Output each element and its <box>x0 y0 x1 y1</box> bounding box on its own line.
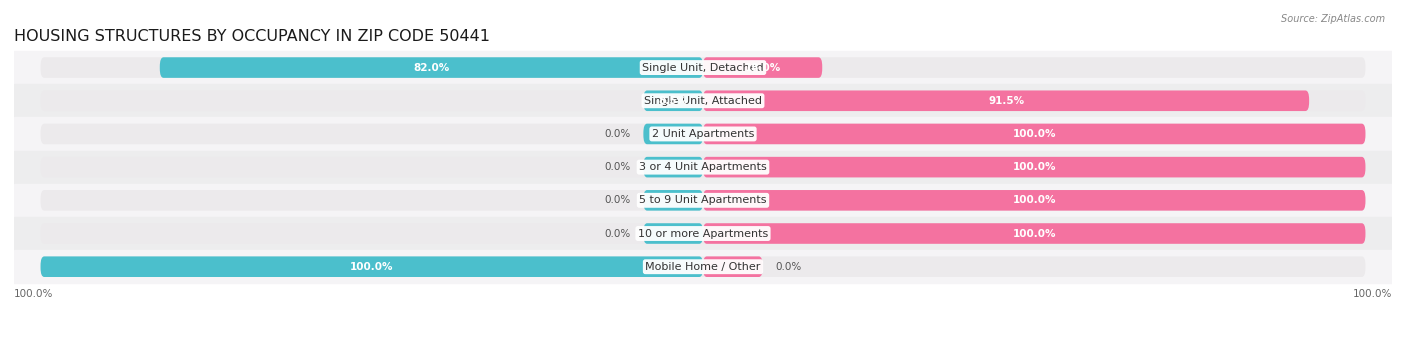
Text: 10 or more Apartments: 10 or more Apartments <box>638 228 768 238</box>
FancyBboxPatch shape <box>703 124 1365 144</box>
FancyBboxPatch shape <box>41 223 1365 244</box>
Text: 18.0%: 18.0% <box>745 62 780 73</box>
FancyBboxPatch shape <box>703 157 1365 177</box>
Text: 2 Unit Apartments: 2 Unit Apartments <box>652 129 754 139</box>
Text: 3 or 4 Unit Apartments: 3 or 4 Unit Apartments <box>640 162 766 172</box>
FancyBboxPatch shape <box>41 57 1365 78</box>
Text: HOUSING STRUCTURES BY OCCUPANCY IN ZIP CODE 50441: HOUSING STRUCTURES BY OCCUPANCY IN ZIP C… <box>14 29 491 44</box>
FancyBboxPatch shape <box>160 57 703 78</box>
FancyBboxPatch shape <box>644 157 703 177</box>
Text: 82.0%: 82.0% <box>413 62 450 73</box>
FancyBboxPatch shape <box>41 157 1365 177</box>
FancyBboxPatch shape <box>703 223 1365 244</box>
Bar <box>14 250 1392 283</box>
FancyBboxPatch shape <box>41 256 1365 277</box>
Text: Mobile Home / Other: Mobile Home / Other <box>645 262 761 272</box>
Text: 100.0%: 100.0% <box>14 289 53 299</box>
Bar <box>14 217 1392 250</box>
FancyBboxPatch shape <box>644 124 703 144</box>
Text: 100.0%: 100.0% <box>1353 289 1392 299</box>
FancyBboxPatch shape <box>644 90 703 111</box>
Text: 100.0%: 100.0% <box>350 262 394 272</box>
Text: 100.0%: 100.0% <box>1012 162 1056 172</box>
FancyBboxPatch shape <box>703 57 823 78</box>
Text: Single Unit, Detached: Single Unit, Detached <box>643 62 763 73</box>
FancyBboxPatch shape <box>644 223 703 244</box>
Text: 100.0%: 100.0% <box>1012 228 1056 238</box>
Bar <box>14 51 1392 84</box>
Text: 5 to 9 Unit Apartments: 5 to 9 Unit Apartments <box>640 195 766 205</box>
FancyBboxPatch shape <box>703 256 762 277</box>
Text: 0.0%: 0.0% <box>605 129 630 139</box>
Bar <box>14 84 1392 117</box>
FancyBboxPatch shape <box>41 190 1365 211</box>
Bar <box>14 184 1392 217</box>
Text: 0.0%: 0.0% <box>605 195 630 205</box>
FancyBboxPatch shape <box>41 256 703 277</box>
FancyBboxPatch shape <box>703 190 1365 211</box>
Text: Single Unit, Attached: Single Unit, Attached <box>644 96 762 106</box>
Text: 8.5%: 8.5% <box>658 96 688 106</box>
Bar <box>14 150 1392 184</box>
Bar <box>14 117 1392 150</box>
FancyBboxPatch shape <box>644 190 703 211</box>
Text: 0.0%: 0.0% <box>605 228 630 238</box>
FancyBboxPatch shape <box>41 124 1365 144</box>
FancyBboxPatch shape <box>703 90 1309 111</box>
Text: 0.0%: 0.0% <box>776 262 801 272</box>
Text: 0.0%: 0.0% <box>605 162 630 172</box>
FancyBboxPatch shape <box>41 90 1365 111</box>
Text: 100.0%: 100.0% <box>1012 195 1056 205</box>
Text: 91.5%: 91.5% <box>988 96 1024 106</box>
Text: Source: ZipAtlas.com: Source: ZipAtlas.com <box>1281 14 1385 24</box>
Text: 100.0%: 100.0% <box>1012 129 1056 139</box>
